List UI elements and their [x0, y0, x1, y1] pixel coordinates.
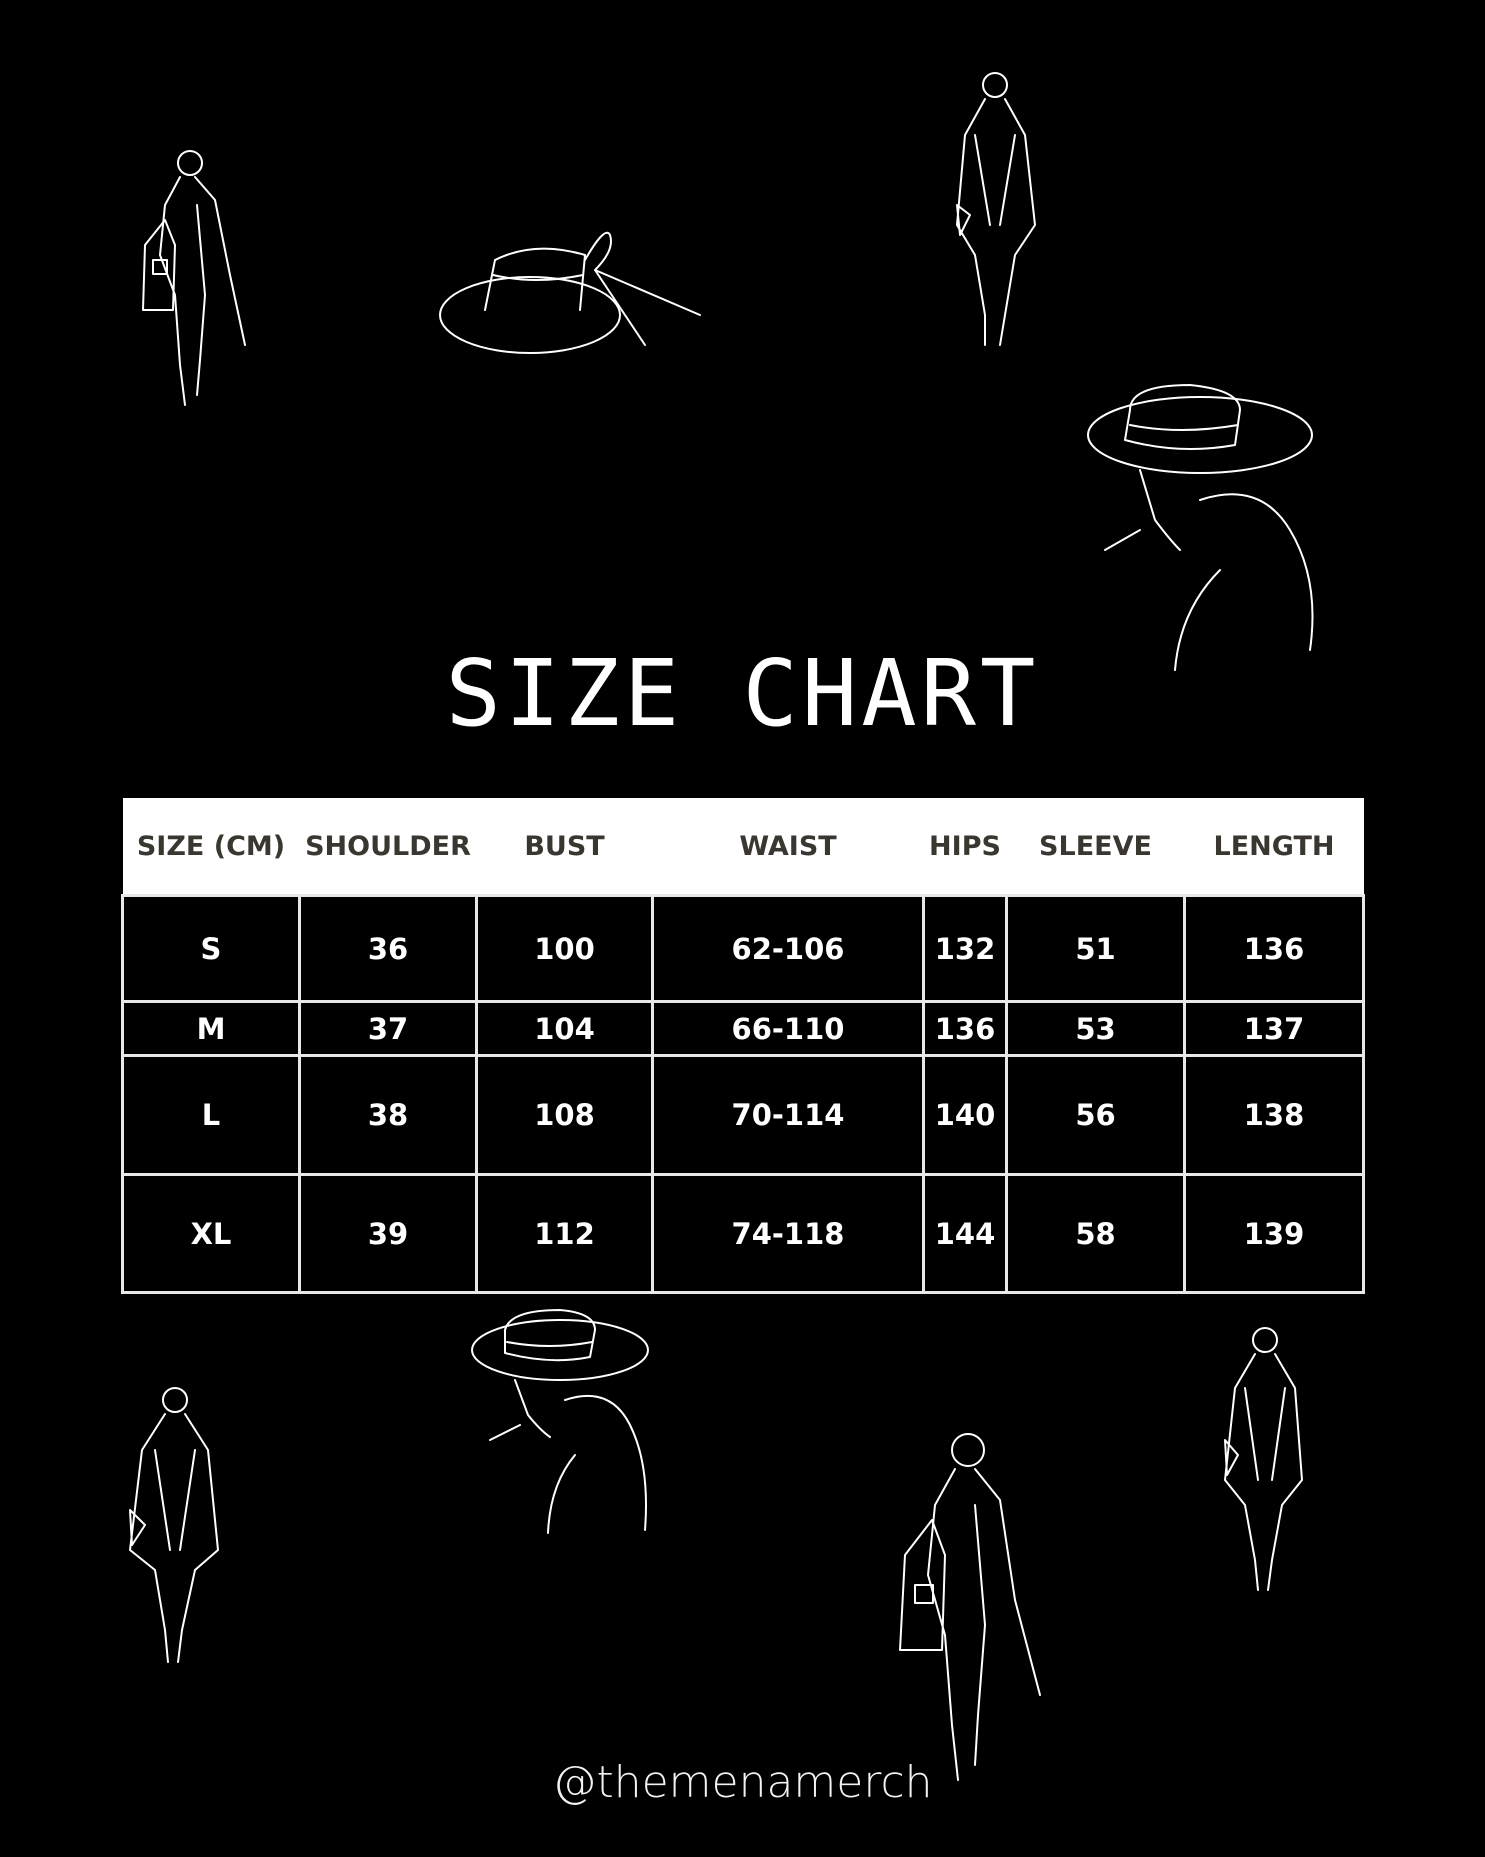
cell-hips: 140: [922, 1054, 1008, 1176]
walking-woman-bag-illustration: [135, 145, 255, 415]
cell-shoulder: 36: [298, 894, 478, 1003]
table-row: M 37 104 66-110 136 53 137: [121, 1000, 1365, 1057]
walking-woman-coat-illustration: [120, 1380, 230, 1670]
header-size: SIZE (CM): [122, 798, 300, 896]
cell-size: XL: [121, 1173, 301, 1294]
header-bust: BUST: [476, 798, 653, 896]
table-row: L 38 108 70-114 140 56 138: [121, 1054, 1365, 1176]
cell-length: 137: [1183, 1000, 1365, 1057]
cell-waist: 62-106: [651, 894, 925, 1003]
cell-bust: 104: [475, 1000, 654, 1057]
cell-length: 139: [1183, 1173, 1365, 1294]
cell-length: 138: [1183, 1054, 1365, 1176]
cell-waist: 66-110: [651, 1000, 925, 1057]
cell-sleeve: 58: [1005, 1173, 1186, 1294]
header-waist: WAIST: [652, 798, 924, 896]
cell-waist: 74-118: [651, 1173, 925, 1294]
walking-woman-coat-illustration: [945, 65, 1045, 355]
header-length: LENGTH: [1184, 798, 1364, 896]
cell-hips: 136: [922, 1000, 1008, 1057]
walking-woman-bag-illustration: [890, 1425, 1050, 1790]
header-shoulder: SHOULDER: [299, 798, 477, 896]
hat-with-ribbon-illustration: [435, 215, 705, 365]
cell-shoulder: 39: [298, 1173, 478, 1294]
cell-size: L: [121, 1054, 301, 1176]
cell-length: 136: [1183, 894, 1365, 1003]
cell-sleeve: 53: [1005, 1000, 1186, 1057]
cell-size: S: [121, 894, 301, 1003]
cell-waist: 70-114: [651, 1054, 925, 1176]
woman-in-hat-illustration: [1080, 380, 1320, 680]
cell-bust: 100: [475, 894, 654, 1003]
social-handle: @themenamerch: [552, 1757, 933, 1808]
cell-shoulder: 37: [298, 1000, 478, 1057]
cell-hips: 144: [922, 1173, 1008, 1294]
walking-woman-coat-illustration: [1210, 1320, 1310, 1600]
header-sleeve: SLEEVE: [1006, 798, 1185, 896]
page-title: SIZE CHART: [445, 640, 1040, 747]
cell-sleeve: 56: [1005, 1054, 1186, 1176]
cell-sleeve: 51: [1005, 894, 1186, 1003]
cell-size: M: [121, 1000, 301, 1057]
cell-hips: 132: [922, 894, 1008, 1003]
cell-shoulder: 38: [298, 1054, 478, 1176]
table-row: S 36 100 62-106 132 51 136: [121, 894, 1365, 1003]
size-chart-table: SIZE (CM) SHOULDER BUST WAIST HIPS SLEEV…: [121, 798, 1365, 1294]
table-header-row: SIZE (CM) SHOULDER BUST WAIST HIPS SLEEV…: [122, 798, 1364, 896]
header-hips: HIPS: [923, 798, 1007, 896]
table-row: XL 39 112 74-118 144 58 139: [121, 1173, 1365, 1294]
cell-bust: 108: [475, 1054, 654, 1176]
cell-bust: 112: [475, 1173, 654, 1294]
woman-in-hat-illustration: [470, 1305, 660, 1535]
